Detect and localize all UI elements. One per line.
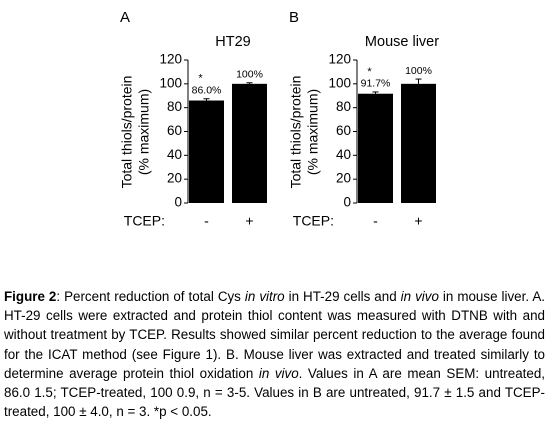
x-axis-label: TCEP:: [293, 213, 334, 229]
bar: [401, 83, 436, 203]
panel-label: B: [289, 9, 299, 26]
y-tick-label: 40: [167, 147, 182, 162]
y-axis-label: Total thiols/protein: [119, 76, 135, 189]
x-tick-label: +: [414, 213, 422, 229]
y-tick-label: 80: [336, 99, 351, 114]
value-label: 100%: [236, 69, 263, 81]
y-tick-label: 100: [328, 75, 351, 90]
y-tick-label: 80: [167, 99, 182, 114]
y-tick-label: 20: [336, 171, 351, 186]
value-label: 86.0%: [192, 85, 222, 97]
y-axis-label: (% maximum): [136, 89, 152, 175]
caption-text: . Values in A are mean SEM: untreated, 8…: [4, 365, 545, 420]
y-tick-label: 120: [159, 52, 182, 67]
caption-italic: in vivo: [400, 289, 439, 304]
x-tick-label: -: [373, 213, 378, 229]
significance-mark: *: [367, 66, 372, 78]
caption: Figure 2: Percent reduction of total Cys…: [4, 287, 545, 421]
caption-italic: in vivo: [258, 365, 299, 381]
y-tick-label: 40: [336, 147, 351, 162]
y-tick-label: 60: [167, 123, 182, 138]
caption-text: in mouse liver. A. HT-29 cells were extr…: [4, 289, 545, 381]
bar: [232, 83, 267, 203]
y-tick-label: 20: [167, 171, 182, 186]
y-tick-label: 0: [174, 195, 182, 210]
value-label: 91.7%: [361, 78, 391, 90]
y-tick-label: 60: [336, 123, 351, 138]
significance-mark: *: [198, 73, 203, 85]
x-tick-label: +: [245, 213, 253, 229]
y-tick-label: 0: [343, 195, 351, 210]
caption-text: in HT-29 cells and: [284, 289, 401, 304]
bar: [358, 93, 393, 203]
y-tick-label: 100: [159, 75, 182, 90]
y-axis-label: (% maximum): [305, 89, 321, 175]
y-tick-label: 120: [328, 52, 351, 67]
y-axis-label: Total thiols/protein: [288, 76, 304, 189]
caption-label: Figure 2: [4, 289, 57, 304]
x-tick-label: -: [204, 213, 209, 229]
x-axis-label: TCEP:: [124, 213, 165, 229]
value-label: 100%: [405, 65, 432, 77]
bar: [189, 100, 224, 203]
panel-label: A: [120, 9, 130, 26]
caption-italic: in vitro: [244, 289, 285, 304]
chart-title: Mouse liver: [365, 34, 439, 50]
chart-title: HT29: [215, 34, 250, 50]
caption-text: : Percent reduction of total Cys: [56, 289, 245, 304]
